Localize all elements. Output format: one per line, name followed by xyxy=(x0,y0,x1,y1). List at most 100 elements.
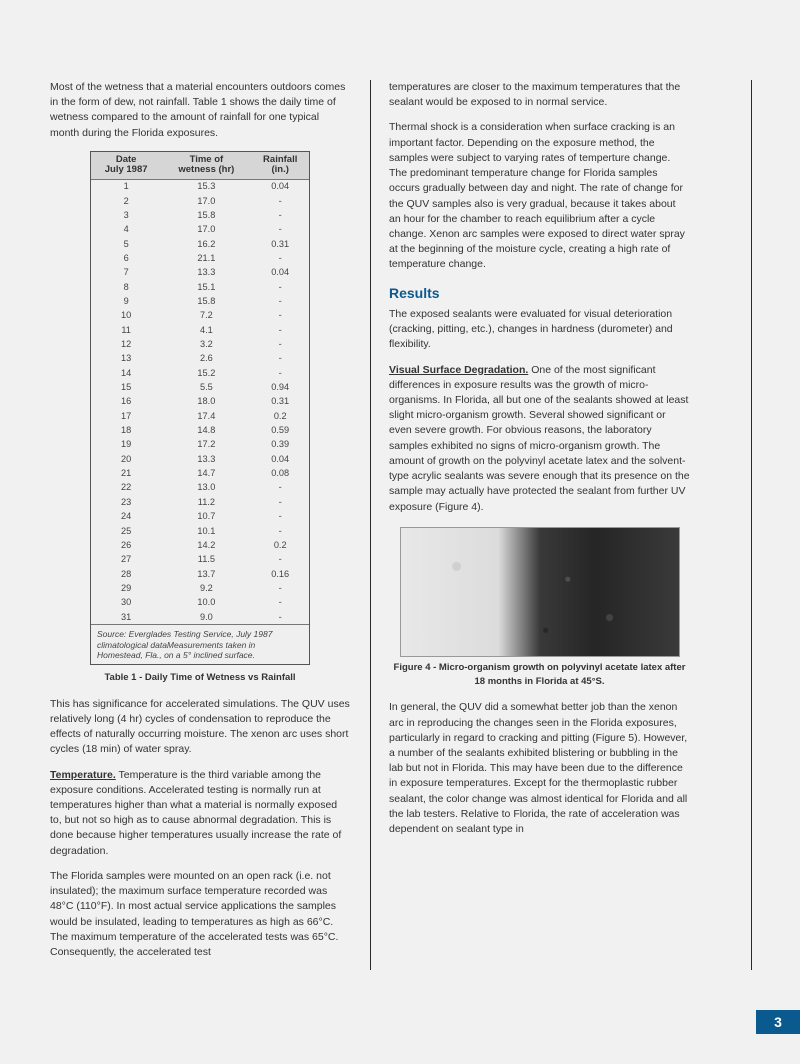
table-1: DateJuly 1987 Time ofwetness (hr) Rainfa… xyxy=(90,151,310,665)
table-cell: 0.2 xyxy=(251,409,309,423)
table-row: 1717.40.2 xyxy=(91,409,309,423)
table-cell: - xyxy=(251,553,309,567)
table-cell: - xyxy=(251,309,309,323)
table-cell: 0.31 xyxy=(251,237,309,251)
para-results-intro: The exposed sealants were evaluated for … xyxy=(389,307,690,353)
table-cell: 0.94 xyxy=(251,381,309,395)
table-cell: 1 xyxy=(91,179,161,194)
table-cell: 3 xyxy=(91,208,161,222)
table-row: 621.1- xyxy=(91,251,309,265)
wetness-table: DateJuly 1987 Time ofwetness (hr) Rainfa… xyxy=(91,152,309,625)
table-cell: 22 xyxy=(91,481,161,495)
para-quv-comparison: In general, the QUV did a somewhat bette… xyxy=(389,700,690,837)
table-row: 1917.20.39 xyxy=(91,438,309,452)
para-accel-sim: This has significance for accelerated si… xyxy=(50,697,350,758)
table-cell: 0.2 xyxy=(251,538,309,552)
table-cell: 9.2 xyxy=(161,581,251,595)
results-heading: Results xyxy=(389,283,690,303)
table-cell: 13.3 xyxy=(161,266,251,280)
table-cell: 15 xyxy=(91,381,161,395)
table-cell: 15.8 xyxy=(161,295,251,309)
table-cell: 10.1 xyxy=(161,524,251,538)
table-cell: 10.7 xyxy=(161,510,251,524)
table-cell: - xyxy=(251,581,309,595)
table-cell: 5 xyxy=(91,237,161,251)
table-cell: 15.3 xyxy=(161,179,251,194)
page-number-badge: 3 xyxy=(756,1010,800,1034)
table-cell: 4 xyxy=(91,223,161,237)
table-cell: 18 xyxy=(91,424,161,438)
table-cell: 13.0 xyxy=(161,481,251,495)
table-row: 2510.1- xyxy=(91,524,309,538)
table-cell: 18.0 xyxy=(161,395,251,409)
table-cell: 16 xyxy=(91,395,161,409)
table-row: 3010.0- xyxy=(91,596,309,610)
table-cell: 12 xyxy=(91,338,161,352)
table-cell: 26 xyxy=(91,538,161,552)
table-cell: 14.2 xyxy=(161,538,251,552)
table-cell: - xyxy=(251,338,309,352)
table-cell: 19 xyxy=(91,438,161,452)
table-cell: - xyxy=(251,295,309,309)
table-row: 2213.0- xyxy=(91,481,309,495)
table-cell: 20 xyxy=(91,452,161,466)
table-cell: 17.0 xyxy=(161,194,251,208)
table-cell: - xyxy=(251,194,309,208)
table-row: 815.1- xyxy=(91,280,309,294)
table-cell: 0.08 xyxy=(251,467,309,481)
table-row: 2013.30.04 xyxy=(91,452,309,466)
table-row: 315.8- xyxy=(91,208,309,222)
table-cell: 2.6 xyxy=(161,352,251,366)
para-thermal-shock: Thermal shock is a consideration when su… xyxy=(389,120,690,272)
para-temp-cont: temperatures are closer to the maximum t… xyxy=(389,80,690,110)
table-cell: 6 xyxy=(91,251,161,265)
table-row: 2813.70.16 xyxy=(91,567,309,581)
para-temperature: Temperature. Temperature is the third va… xyxy=(50,768,350,859)
th-rainfall: Rainfall(in.) xyxy=(251,152,309,179)
table-cell: 16.2 xyxy=(161,237,251,251)
table-cell: 17 xyxy=(91,409,161,423)
table-cell: 9 xyxy=(91,295,161,309)
table-cell: 17.2 xyxy=(161,438,251,452)
table-row: 713.30.04 xyxy=(91,266,309,280)
table-cell: - xyxy=(251,323,309,337)
table-row: 417.0- xyxy=(91,223,309,237)
table-cell: 17.0 xyxy=(161,223,251,237)
table-cell: 25 xyxy=(91,524,161,538)
table-cell: 13.7 xyxy=(161,567,251,581)
table-row: 123.2- xyxy=(91,338,309,352)
table-row: 1814.80.59 xyxy=(91,424,309,438)
table-cell: 14.7 xyxy=(161,467,251,481)
table-cell: 0.39 xyxy=(251,438,309,452)
right-margin-rule xyxy=(751,80,753,970)
table-cell: 10.0 xyxy=(161,596,251,610)
th-date: DateJuly 1987 xyxy=(91,152,161,179)
table-cell: - xyxy=(251,495,309,509)
table-row: 2114.70.08 xyxy=(91,467,309,481)
table-cell: 9.0 xyxy=(161,610,251,624)
page-container: Most of the wetness that a material enco… xyxy=(0,0,800,1010)
table-cell: 23 xyxy=(91,495,161,509)
table-row: 1415.2- xyxy=(91,366,309,380)
table-cell: 15.8 xyxy=(161,208,251,222)
table-row: 915.8- xyxy=(91,295,309,309)
table-row: 2311.2- xyxy=(91,495,309,509)
table-row: 115.30.04 xyxy=(91,179,309,194)
table-cell: 11.2 xyxy=(161,495,251,509)
table-cell: 30 xyxy=(91,596,161,610)
table-cell: 29 xyxy=(91,581,161,595)
table-cell: 14.8 xyxy=(161,424,251,438)
table-cell: 13.3 xyxy=(161,452,251,466)
table-row: 2410.7- xyxy=(91,510,309,524)
table-cell: - xyxy=(251,596,309,610)
table-cell: 8 xyxy=(91,280,161,294)
table-row: 132.6- xyxy=(91,352,309,366)
para-florida-samples: The Florida samples were mounted on an o… xyxy=(50,869,350,960)
table-cell: 7 xyxy=(91,266,161,280)
table-cell: 15.2 xyxy=(161,366,251,380)
table-row: 155.50.94 xyxy=(91,381,309,395)
table-row: 1618.00.31 xyxy=(91,395,309,409)
table-cell: 21 xyxy=(91,467,161,481)
table-cell: 0.16 xyxy=(251,567,309,581)
table-cell: 10 xyxy=(91,309,161,323)
